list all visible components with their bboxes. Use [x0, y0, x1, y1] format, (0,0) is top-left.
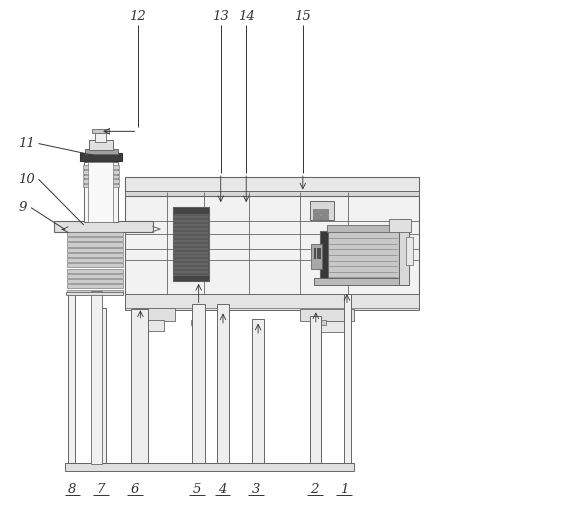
- Bar: [67, 285, 123, 289]
- Bar: [66, 292, 123, 295]
- Bar: [96, 308, 106, 464]
- Bar: [320, 231, 328, 279]
- Text: 4: 4: [218, 483, 226, 496]
- Bar: [399, 219, 409, 285]
- Text: 1: 1: [340, 483, 348, 496]
- Text: 7: 7: [97, 483, 105, 496]
- Bar: [314, 278, 406, 285]
- Bar: [83, 170, 119, 174]
- Bar: [67, 290, 123, 294]
- Bar: [83, 179, 119, 183]
- Bar: [125, 196, 419, 295]
- Bar: [125, 177, 419, 192]
- Bar: [89, 140, 113, 150]
- Bar: [173, 275, 209, 281]
- Text: 15: 15: [294, 10, 311, 23]
- Text: 2: 2: [311, 483, 319, 496]
- Bar: [67, 269, 123, 273]
- Bar: [95, 132, 106, 142]
- Bar: [175, 207, 204, 281]
- Bar: [84, 162, 118, 222]
- Bar: [133, 308, 175, 321]
- Bar: [300, 309, 354, 321]
- Bar: [321, 215, 328, 220]
- Bar: [85, 149, 118, 154]
- Text: 12: 12: [129, 10, 146, 23]
- Bar: [67, 242, 123, 246]
- Text: 11: 11: [18, 137, 35, 150]
- Bar: [311, 244, 322, 269]
- Bar: [83, 184, 119, 187]
- Bar: [173, 207, 209, 214]
- Text: 8: 8: [68, 483, 76, 496]
- Bar: [191, 320, 201, 325]
- Bar: [125, 191, 419, 199]
- Bar: [65, 463, 354, 471]
- Bar: [406, 237, 413, 265]
- Bar: [67, 232, 123, 236]
- Bar: [67, 279, 123, 283]
- Bar: [91, 291, 102, 464]
- Bar: [173, 207, 209, 281]
- Bar: [92, 129, 109, 133]
- Text: 14: 14: [238, 10, 255, 23]
- Text: 10: 10: [18, 173, 35, 186]
- Bar: [131, 309, 148, 464]
- Bar: [67, 237, 123, 241]
- Bar: [310, 316, 321, 464]
- Bar: [327, 225, 399, 232]
- Bar: [320, 231, 399, 279]
- Text: 6: 6: [131, 483, 139, 496]
- Bar: [314, 321, 345, 332]
- Bar: [321, 209, 328, 214]
- Text: 5: 5: [193, 483, 201, 496]
- Bar: [125, 294, 419, 310]
- Bar: [83, 165, 119, 169]
- Bar: [67, 274, 123, 278]
- Bar: [133, 320, 164, 331]
- Text: 9: 9: [18, 201, 27, 214]
- Bar: [54, 221, 153, 232]
- Bar: [252, 319, 264, 464]
- Bar: [67, 258, 123, 262]
- Bar: [68, 291, 75, 464]
- Bar: [310, 201, 334, 220]
- Bar: [67, 264, 123, 268]
- Bar: [313, 209, 320, 214]
- Bar: [88, 162, 113, 222]
- Text: 3: 3: [252, 483, 260, 496]
- Bar: [83, 175, 119, 178]
- Bar: [67, 253, 123, 257]
- Bar: [316, 320, 326, 325]
- Bar: [80, 153, 122, 161]
- Bar: [389, 219, 411, 232]
- Bar: [192, 304, 205, 464]
- Bar: [67, 248, 123, 252]
- Bar: [344, 294, 351, 464]
- Bar: [313, 215, 320, 220]
- Bar: [217, 304, 229, 464]
- Text: 13: 13: [212, 10, 229, 23]
